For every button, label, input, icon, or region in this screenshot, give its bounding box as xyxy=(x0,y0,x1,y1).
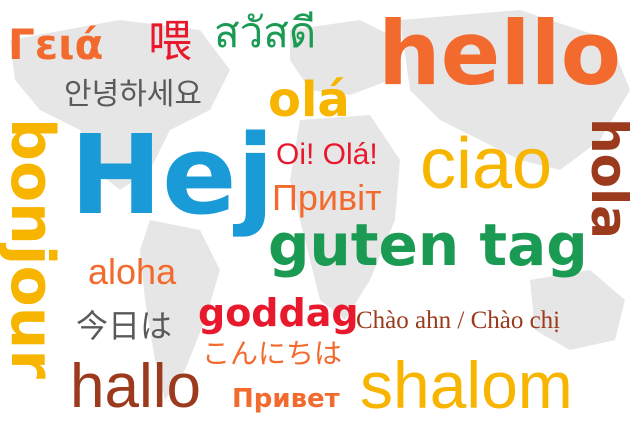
word-hallo: hallo xyxy=(70,352,201,421)
map-south-america xyxy=(140,220,220,400)
word-korean: 안녕하세요 xyxy=(64,77,202,112)
word-bonjour: bonjour xyxy=(0,118,67,379)
map-asia xyxy=(400,10,630,170)
word-ciao: ciao xyxy=(420,124,553,204)
word-greek: Γειά xyxy=(8,20,104,69)
word-guten-tag: guten tag xyxy=(268,211,588,279)
word-privet: Привет xyxy=(232,384,340,414)
map-north-america xyxy=(10,20,230,190)
word-shalom: shalom xyxy=(360,348,573,422)
word-hola: hola xyxy=(580,118,638,239)
word-goddag: goddag xyxy=(198,291,359,335)
word-thai: สวัสดี xyxy=(214,8,317,57)
word-ola: olá xyxy=(268,72,350,128)
word-chinese: 喂 xyxy=(148,16,192,67)
word-oi-ola: Oi! Olá! xyxy=(276,138,378,171)
word-japanese-konnichiwa-kanji: 今日は xyxy=(76,307,173,345)
word-pryvit: Привіт xyxy=(272,177,382,218)
map-europe xyxy=(290,20,400,95)
word-aloha: aloha xyxy=(88,251,177,292)
word-hej: Hej xyxy=(70,111,275,239)
map-africa xyxy=(290,115,400,320)
word-hello: hello xyxy=(378,2,622,105)
word-japanese-konnichiwa-hiragana: こんにちは xyxy=(202,337,343,370)
map-australia xyxy=(530,270,625,350)
word-chao: Chào ahn / Chào chị xyxy=(356,307,561,334)
